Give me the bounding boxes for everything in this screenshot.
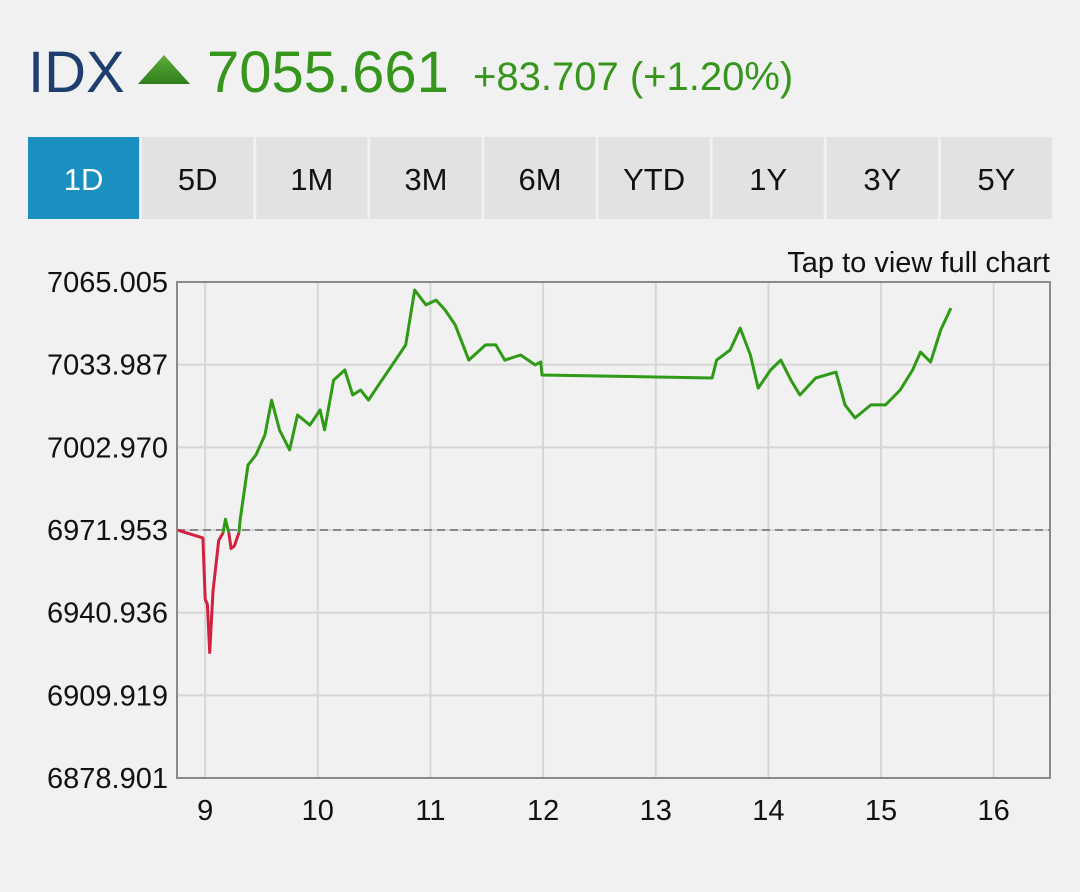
tab[interactable]: [712, 137, 824, 219]
y-tick-label: 6971.953: [47, 515, 168, 547]
y-tick-label: 6940.936: [47, 598, 168, 630]
tab[interactable]: [28, 137, 140, 219]
tab-label[interactable]: 5Y: [977, 162, 1015, 197]
tab[interactable]: [484, 137, 596, 219]
up-arrow-icon: [138, 55, 190, 84]
tab-label[interactable]: 5D: [178, 162, 218, 197]
tab[interactable]: [142, 137, 254, 219]
x-tick-label: 12: [527, 795, 559, 827]
tab[interactable]: [370, 137, 482, 219]
price-line: [221, 288, 953, 533]
tab[interactable]: [256, 137, 368, 219]
price: 7055.661: [207, 40, 449, 105]
tab-label[interactable]: 1Y: [749, 162, 787, 197]
tab-label[interactable]: 6M: [518, 162, 561, 197]
tab-label[interactable]: YTD: [623, 162, 685, 197]
tab[interactable]: [826, 137, 938, 219]
price-line: [176, 528, 241, 654]
y-tick-label: 6909.919: [47, 680, 168, 712]
full-chart-link[interactable]: Tap to view full chart: [787, 247, 1050, 279]
tab-label[interactable]: 1D: [64, 162, 104, 197]
tab[interactable]: [598, 137, 710, 219]
x-tick-label: 14: [752, 795, 784, 827]
y-tick-label: 7065.005: [47, 267, 168, 299]
range-tabs: 1D 5D 1M 3M 6M YTD 1Y 3Y 5Y: [28, 137, 1052, 219]
y-tick-label: 7002.970: [47, 432, 168, 464]
plot-border: [176, 281, 1051, 779]
x-tick-label: 13: [640, 795, 672, 827]
symbol: IDX: [28, 40, 125, 105]
price-change: +83.707 (+1.20%): [473, 55, 793, 99]
tab[interactable]: [940, 137, 1052, 219]
tab-label[interactable]: 3M: [404, 162, 447, 197]
y-tick-label: 7033.987: [47, 350, 168, 382]
tab-label[interactable]: 3Y: [863, 162, 901, 197]
x-tick-label: 10: [302, 795, 334, 827]
x-tick-label: 9: [197, 795, 213, 827]
y-tick-label: 6878.901: [47, 763, 168, 795]
tab-label[interactable]: 1M: [290, 162, 333, 197]
x-tick-label: 16: [978, 795, 1010, 827]
x-tick-label: 15: [865, 795, 897, 827]
x-tick-label: 11: [415, 795, 445, 827]
